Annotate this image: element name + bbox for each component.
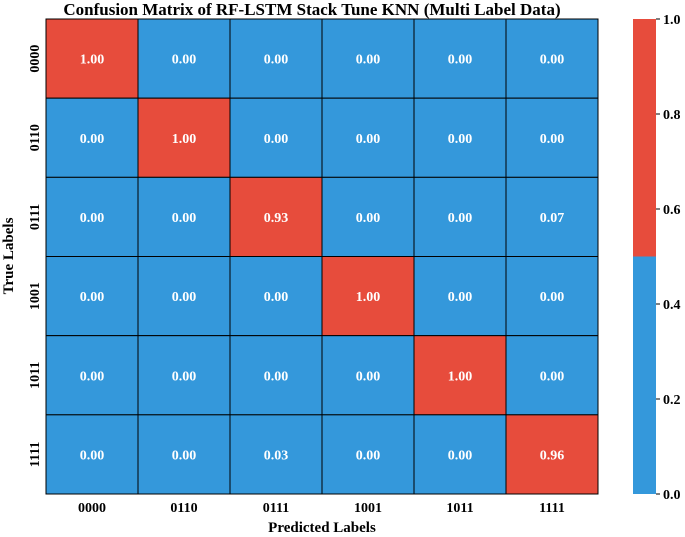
cell-value-label: 0.00 [264, 53, 289, 68]
cell-value-label: 0.00 [264, 132, 289, 147]
x-tick-label: 1111 [539, 501, 565, 516]
cell-value-label: 0.00 [80, 448, 105, 463]
cell-value-label: 0.00 [80, 290, 105, 305]
heatmap-cell [505, 414, 599, 495]
heatmap-cell [137, 97, 231, 178]
cell-value-label: 0.00 [264, 290, 289, 305]
heatmap-cell [137, 256, 231, 337]
cell-value-label: 0.93 [264, 211, 289, 226]
x-tick-label: 0110 [170, 501, 197, 516]
colorbar-tick-label: 0.8 [663, 108, 681, 123]
heatmap-cell [505, 176, 599, 257]
y-tick-label: 0000 [28, 45, 43, 73]
y-tick-label: 0110 [28, 124, 43, 151]
cell-value-label: 0.00 [448, 290, 473, 305]
heatmap-cell [505, 335, 599, 416]
cell-value-label: 0.03 [264, 448, 289, 463]
cell-value-label: 0.00 [356, 132, 381, 147]
cell-value-label: 0.00 [540, 369, 565, 384]
cell-value-label: 0.00 [172, 369, 197, 384]
heatmap-cell [505, 256, 599, 337]
heatmap-cell [45, 335, 139, 416]
cell-value-label: 0.00 [172, 53, 197, 68]
x-tick-label: 0111 [263, 501, 289, 516]
colorbar-low-segment [633, 256, 656, 494]
cell-value-label: 0.00 [540, 53, 565, 68]
cell-value-label: 0.00 [172, 211, 197, 226]
cell-value-label: 0.00 [540, 290, 565, 305]
heatmap-cell [321, 18, 415, 99]
cell-value-label: 0.00 [356, 211, 381, 226]
cell-value-label: 0.00 [356, 369, 381, 384]
colorbar: 0.0 0.2 0.4 0.6 0.8 1.0 [633, 13, 681, 503]
heatmap-cell [321, 256, 415, 337]
heatmap-cell [413, 256, 507, 337]
colorbar-tick-label: 0.4 [663, 298, 681, 313]
cell-value-label: 0.00 [264, 369, 289, 384]
cell-value-label: 0.00 [172, 290, 197, 305]
colorbar-tick-label: 0.2 [663, 393, 681, 408]
cell-value-label: 0.00 [448, 132, 473, 147]
cell-value-label: 0.00 [448, 53, 473, 68]
cell-value-label: 0.00 [356, 53, 381, 68]
cell-value-label: 0.00 [448, 448, 473, 463]
x-tick-label: 0000 [78, 501, 106, 516]
y-axis-label: True Labels [1, 217, 17, 294]
heatmap-cell [413, 414, 507, 495]
cell-value-label: 0.00 [172, 448, 197, 463]
cell-value-label: 1.00 [172, 132, 197, 147]
cell-value-label: 1.00 [356, 290, 381, 305]
y-tick-labels: 0000 0110 0111 1001 1011 1111 [28, 45, 43, 468]
heatmap-cell [413, 176, 507, 257]
heatmap-cells: 1.00 0.00 0.00 0.00 0.00 0.00 0.00 1.00 0.00 0.00… [45, 18, 599, 495]
heatmap-cell [229, 18, 323, 99]
cell-value-label: 0.00 [80, 132, 105, 147]
x-tick-labels: 0000 0110 0111 1001 1011 1111 [78, 501, 565, 516]
heatmap-cell [229, 256, 323, 337]
cell-value-label: 1.00 [448, 369, 473, 384]
cell-value-label: 0.00 [80, 369, 105, 384]
cell-value-label: 0.00 [448, 211, 473, 226]
cell-value-label: 1.00 [80, 53, 105, 68]
colorbar-tick-label: 0.0 [663, 488, 681, 503]
heatmap-cell [45, 176, 139, 257]
heatmap-cell [229, 335, 323, 416]
y-tick-label: 1011 [28, 362, 43, 389]
y-tick-label: 1001 [28, 282, 43, 310]
heatmap-cell [137, 176, 231, 257]
chart-title: Confusion Matrix of RF-LSTM Stack Tune K… [63, 0, 560, 19]
heatmap-cell [413, 335, 507, 416]
x-tick-label: 1001 [354, 501, 382, 516]
heatmap-cell [505, 18, 599, 99]
heatmap-cell [321, 414, 415, 495]
x-axis-label: Predicted Labels [268, 520, 376, 536]
heatmap-cell [321, 97, 415, 178]
y-tick-label: 1111 [28, 442, 43, 468]
heatmap-cell [321, 176, 415, 257]
cell-value-label: 0.00 [80, 211, 105, 226]
x-tick-label: 1011 [446, 501, 473, 516]
cell-value-label: 0.00 [540, 132, 565, 147]
y-tick-label: 0111 [28, 204, 43, 230]
heatmap-cell [137, 18, 231, 99]
heatmap-cell [45, 256, 139, 337]
cell-value-label: 0.96 [540, 448, 565, 463]
cell-value-label: 0.00 [356, 448, 381, 463]
cell-value-label: 0.07 [540, 211, 565, 226]
heatmap-cell [505, 97, 599, 178]
heatmap-cell [413, 18, 507, 99]
heatmap-cell [45, 18, 139, 99]
colorbar-tick-label: 0.6 [663, 203, 681, 218]
colorbar-tick-label: 1.0 [663, 13, 681, 28]
heatmap-cell [321, 335, 415, 416]
heatmap-cell [45, 414, 139, 495]
colorbar-high-segment [633, 19, 656, 257]
